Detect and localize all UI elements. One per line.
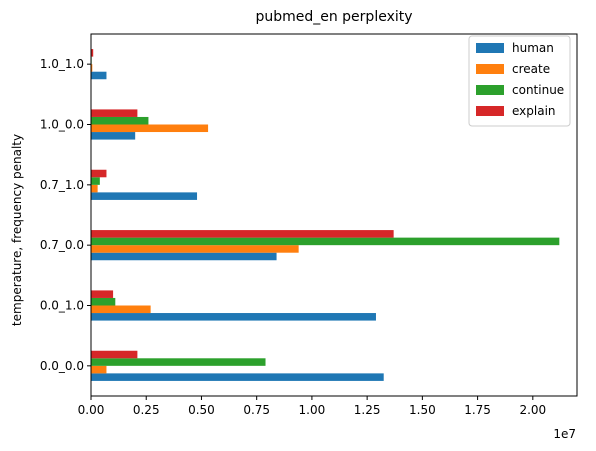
y-axis-label: temperature, frequency penalty — [10, 134, 24, 326]
legend-label-human: human — [512, 41, 554, 55]
x-tick-label: 0.00 — [78, 403, 105, 417]
bar-human-0.0_0.0 — [91, 373, 384, 381]
legend-box — [468, 35, 571, 127]
bar-continue-1.0_0.0 — [91, 116, 149, 125]
chart-title: pubmed_en perplexity — [255, 9, 412, 25]
bar-create-0.0_0.0 — [91, 365, 107, 374]
y-tick-label: 0.0_1.0 — [40, 299, 84, 313]
y-tick-label: 0.7_0.0 — [40, 238, 84, 252]
bar-explain-1.0_0.0 — [91, 109, 138, 117]
bar-create-1.0_0.0 — [91, 124, 209, 133]
x-tick-label: 1.75 — [464, 403, 491, 417]
x-tick-label: 0.25 — [133, 403, 160, 417]
bar-continue-0.7_1.0 — [91, 177, 100, 185]
y-ticks: 0.0_0.0 0.0_1.0 0.7_0.0 0.7_1.0 1.0_0.0 1.0_1… — [40, 57, 91, 373]
legend-label-create: create — [512, 62, 550, 76]
bar-human-0.7_1.0 — [91, 192, 198, 200]
bar-explain-0.7_1.0 — [91, 169, 107, 178]
bar-human-0.0_1.0 — [91, 313, 376, 321]
x-scale-label: 1e7 — [553, 427, 576, 441]
y-tick-label: 1.0_1.0 — [40, 57, 84, 71]
bar-explain-0.0_1.0 — [91, 290, 114, 298]
plot-frame — [90, 33, 578, 397]
bar-human-1.0_1.0 — [91, 71, 107, 80]
bar-create-0.7_0.0 — [91, 245, 299, 253]
legend-label-explain: explain — [512, 104, 556, 118]
legend: human create continue explain — [468, 35, 571, 127]
bar-human-0.7_0.0 — [91, 252, 277, 261]
y-tick-label: 0.0_0.0 — [40, 359, 84, 373]
bars-layer — [91, 49, 560, 381]
bar-explain-0.7_0.0 — [91, 230, 394, 238]
legend-swatch-continue — [476, 85, 504, 95]
legend-label-continue: continue — [512, 83, 564, 97]
x-tick-label: 1.25 — [354, 403, 381, 417]
bar-continue-0.0_0.0 — [91, 358, 266, 366]
x-tick-label: 0.75 — [243, 403, 270, 417]
x-ticks: 0.00 0.25 0.50 0.75 1.00 1.25 1.50 1.75 2.00 — [78, 396, 546, 417]
bar-human-1.0_0.0 — [91, 132, 136, 140]
legend-swatch-create — [476, 64, 504, 74]
bar-explain-1.0_1.0 — [91, 49, 94, 57]
bar-create-0.0_1.0 — [91, 305, 151, 314]
bar-continue-0.7_0.0 — [91, 237, 560, 246]
x-tick-label: 1.00 — [299, 403, 326, 417]
x-tick-label: 0.50 — [188, 403, 215, 417]
bar-continue-0.0_1.0 — [91, 297, 116, 306]
x-tick-label: 2.00 — [519, 403, 546, 417]
bar-explain-0.0_0.0 — [91, 350, 138, 359]
bar-create-1.0_1.0 — [91, 64, 93, 72]
y-tick-label: 0.7_1.0 — [40, 178, 84, 192]
legend-swatch-human — [476, 43, 504, 53]
bar-create-0.7_1.0 — [91, 184, 98, 193]
legend-swatch-explain — [476, 106, 504, 116]
x-tick-label: 1.50 — [409, 403, 436, 417]
y-tick-label: 1.0_0.0 — [40, 118, 84, 132]
